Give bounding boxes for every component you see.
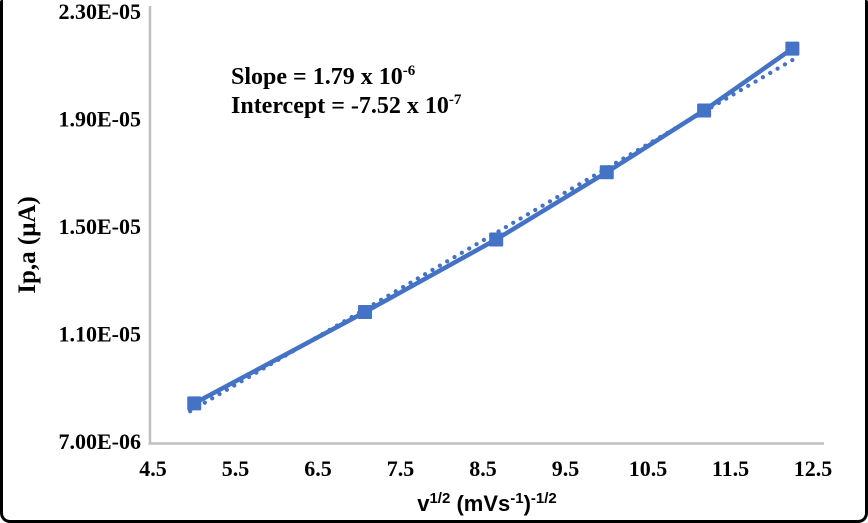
data-series bbox=[187, 41, 802, 414]
y-tick-label: 1.50E-05 bbox=[59, 214, 142, 239]
data-point-marker bbox=[358, 305, 373, 319]
data-point-marker bbox=[187, 396, 202, 411]
x-tick-label: 8.5 bbox=[469, 456, 497, 481]
annotation-intercept: Intercept = -7.52 x 10-7 bbox=[231, 92, 462, 119]
x-tick-label: 9.5 bbox=[552, 456, 580, 481]
x-tick-label: 12.5 bbox=[794, 456, 833, 481]
x-axis-title-sup: -1 bbox=[510, 490, 523, 507]
x-axis-title-base: ) bbox=[524, 491, 531, 516]
x-axis-title-base: (mVs bbox=[450, 491, 510, 516]
x-axis-title-sup: -1/2 bbox=[531, 490, 557, 507]
x-axis-tick-labels: 4.5 5.5 6.5 7.5 8.5 9.5 10.5 11.5 12.5 bbox=[139, 456, 832, 481]
y-axis-title: Ip,a (μA) bbox=[14, 196, 41, 294]
y-tick-label: 7.00E-06 bbox=[59, 429, 142, 454]
x-tick-label: 10.5 bbox=[629, 456, 668, 481]
data-point-marker bbox=[697, 103, 712, 118]
data-point-marker bbox=[785, 41, 800, 56]
annotation-slope-exponent: -6 bbox=[403, 63, 416, 79]
x-tick-label: 4.5 bbox=[139, 456, 167, 481]
x-tick-label: 7.5 bbox=[387, 456, 415, 481]
data-point-marker bbox=[489, 232, 504, 247]
data-point-marker bbox=[599, 165, 614, 180]
x-axis-title: v1/2 (mVs-1)-1/2 bbox=[417, 490, 557, 516]
x-tick-label: 11.5 bbox=[712, 456, 749, 481]
y-axis-tick-labels: 7.00E-06 1.10E-05 1.50E-05 1.90E-05 2.30E-05 bbox=[59, 0, 142, 454]
chart-canvas: 7.00E-06 1.10E-05 1.50E-05 1.90E-05 2.30E-05… bbox=[14, 0, 832, 516]
y-tick-label: 2.30E-05 bbox=[59, 0, 142, 24]
annotation-intercept-exponent: -7 bbox=[449, 92, 462, 108]
annotation-slope: Slope = 1.79 x 10-6 bbox=[231, 63, 416, 90]
x-axis-title-base: v bbox=[417, 491, 430, 516]
annotation-intercept-text: Intercept = -7.52 x 10 bbox=[231, 93, 449, 119]
y-tick-label: 1.90E-05 bbox=[59, 107, 142, 132]
x-axis-title-sup: 1/2 bbox=[429, 490, 450, 507]
annotation-slope-text: Slope = 1.79 x 10 bbox=[231, 64, 403, 90]
x-tick-label: 5.5 bbox=[222, 456, 250, 481]
y-tick-label: 1.10E-05 bbox=[59, 322, 142, 347]
x-tick-label: 6.5 bbox=[304, 456, 332, 481]
